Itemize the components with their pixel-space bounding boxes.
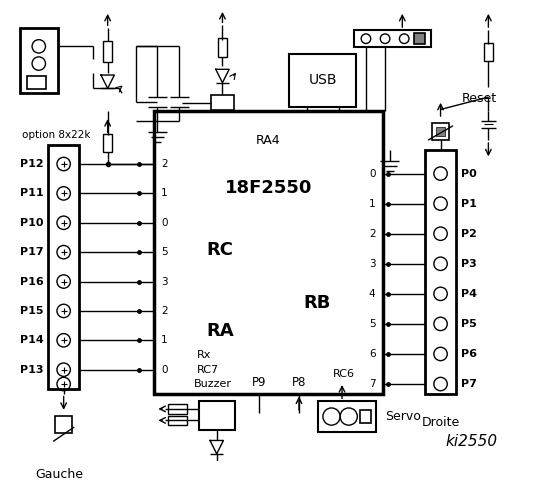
Text: 3: 3 bbox=[369, 259, 375, 269]
Text: Buzzer: Buzzer bbox=[194, 379, 232, 389]
Text: RA: RA bbox=[206, 323, 234, 340]
Bar bbox=[432, 123, 449, 140]
Text: P14: P14 bbox=[20, 336, 44, 345]
Bar bbox=[354, 30, 431, 48]
Text: P5: P5 bbox=[461, 319, 476, 329]
Text: P4: P4 bbox=[461, 289, 477, 299]
Text: Reset: Reset bbox=[461, 92, 497, 105]
Bar bbox=[20, 28, 58, 93]
Bar bbox=[154, 111, 383, 394]
Bar bbox=[218, 38, 227, 57]
Bar bbox=[48, 145, 79, 389]
Text: P2: P2 bbox=[461, 228, 477, 239]
Text: P3: P3 bbox=[461, 259, 476, 269]
Text: Droite: Droite bbox=[421, 416, 460, 429]
Bar bbox=[289, 54, 356, 107]
Text: RB: RB bbox=[303, 294, 331, 312]
Text: Gauche: Gauche bbox=[35, 468, 83, 480]
Text: RC7: RC7 bbox=[197, 365, 219, 375]
Bar bbox=[199, 401, 235, 430]
Text: P16: P16 bbox=[20, 276, 44, 287]
Bar bbox=[27, 76, 46, 89]
Bar bbox=[436, 127, 445, 136]
Bar bbox=[484, 44, 493, 60]
Text: P17: P17 bbox=[20, 247, 44, 257]
Text: 3: 3 bbox=[161, 276, 168, 287]
Text: 1: 1 bbox=[161, 188, 168, 198]
Text: 1: 1 bbox=[369, 199, 375, 209]
Bar bbox=[103, 134, 112, 152]
Text: P0: P0 bbox=[461, 168, 476, 179]
Text: 2: 2 bbox=[161, 159, 168, 169]
Text: P6: P6 bbox=[461, 349, 477, 359]
Text: P13: P13 bbox=[20, 365, 44, 375]
Text: ki2550: ki2550 bbox=[445, 434, 497, 449]
Bar bbox=[103, 41, 112, 61]
Text: P7: P7 bbox=[461, 379, 477, 389]
Text: USB: USB bbox=[309, 73, 337, 87]
Bar bbox=[55, 416, 72, 433]
Text: 0: 0 bbox=[369, 168, 375, 179]
Text: 0: 0 bbox=[161, 365, 168, 375]
Text: 18F2550: 18F2550 bbox=[225, 179, 312, 197]
Text: 1: 1 bbox=[161, 336, 168, 345]
Text: 5: 5 bbox=[369, 319, 375, 329]
Text: 6: 6 bbox=[369, 349, 375, 359]
Bar bbox=[425, 150, 456, 394]
Bar bbox=[211, 95, 234, 110]
Text: 7: 7 bbox=[369, 379, 375, 389]
Text: 2: 2 bbox=[369, 228, 375, 239]
Bar bbox=[318, 401, 375, 432]
Bar bbox=[168, 404, 187, 414]
Text: P1: P1 bbox=[461, 199, 477, 209]
Text: option 8x22k: option 8x22k bbox=[22, 130, 90, 140]
Text: P9: P9 bbox=[252, 376, 266, 389]
Text: P11: P11 bbox=[20, 188, 44, 198]
Text: Rx: Rx bbox=[197, 350, 211, 360]
Bar bbox=[168, 416, 187, 425]
Text: Servo: Servo bbox=[385, 410, 421, 423]
Bar bbox=[414, 33, 425, 45]
Text: P12: P12 bbox=[20, 159, 44, 169]
Text: RC: RC bbox=[206, 241, 233, 259]
Text: P10: P10 bbox=[20, 218, 44, 228]
Text: P8: P8 bbox=[292, 376, 306, 389]
Text: 0: 0 bbox=[161, 218, 168, 228]
Bar bbox=[360, 410, 371, 423]
Text: 4: 4 bbox=[369, 289, 375, 299]
Text: RA4: RA4 bbox=[256, 133, 281, 146]
Text: RC6: RC6 bbox=[332, 370, 354, 380]
Text: 5: 5 bbox=[161, 247, 168, 257]
Text: 2: 2 bbox=[161, 306, 168, 316]
Text: P15: P15 bbox=[20, 306, 44, 316]
